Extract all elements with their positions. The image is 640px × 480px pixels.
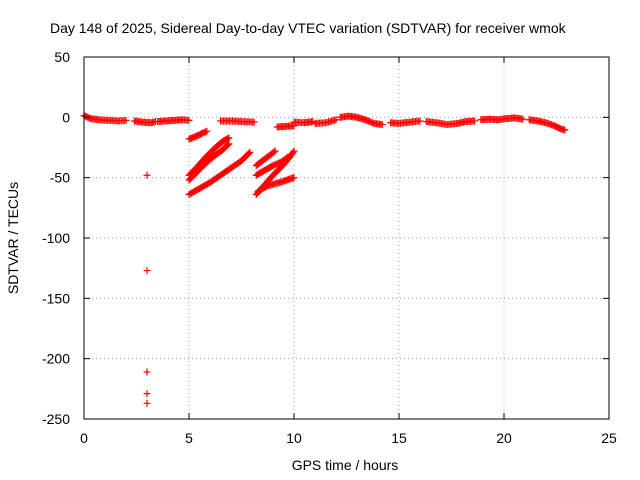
y-tick-label: 0 [62, 109, 70, 125]
depressions-point [203, 127, 211, 135]
baseline-point [416, 117, 424, 125]
baseline-point [471, 117, 479, 125]
x-tick-label: 15 [391, 430, 407, 446]
outlier-point [143, 390, 151, 398]
depressions-point [224, 141, 232, 149]
baseline-point [250, 118, 258, 126]
baseline-point [332, 116, 340, 124]
y-tick-label: -150 [42, 290, 70, 306]
data-points [80, 112, 569, 407]
depressions-point [202, 128, 210, 136]
baseline-point [122, 116, 130, 124]
x-tick-label: 5 [185, 430, 193, 446]
x-axis-label: GPS time / hours [292, 457, 399, 473]
depressions-point [246, 148, 254, 156]
x-tick-label: 0 [80, 430, 88, 446]
baseline-point [185, 116, 193, 124]
axis-ticks [83, 56, 610, 420]
depressions-point [225, 140, 233, 148]
y-tick-label: 50 [54, 49, 70, 65]
depressions-point [290, 174, 298, 182]
depressions-point [270, 148, 278, 156]
y-tick-label: -250 [42, 411, 70, 427]
depressions-point [245, 149, 253, 157]
outlier-point [143, 399, 151, 407]
depressions-point [271, 147, 279, 155]
depressions-point [224, 135, 232, 143]
outlier-point [143, 368, 151, 376]
y-tick-label: -200 [42, 351, 70, 367]
x-tick-label: 10 [286, 430, 302, 446]
chart-title: Day 148 of 2025, Sidereal Day-to-day VTE… [50, 20, 567, 36]
plot-frame [83, 56, 610, 420]
y-tick-label: -50 [50, 170, 70, 186]
y-axis-label: SDTVAR / TECUs [5, 182, 21, 294]
x-tick-label: 25 [601, 430, 617, 446]
x-tick-label: 20 [496, 430, 512, 446]
grid-lines [84, 57, 609, 419]
y-tick-labels: -250 -200 -150 -100 -50 0 50 [42, 49, 70, 427]
depressions-point [290, 147, 298, 155]
outlier-point [143, 171, 151, 179]
depressions-point [289, 148, 297, 156]
baseline-point [519, 115, 527, 123]
y-tick-label: -100 [42, 230, 70, 246]
x-tick-labels: 0 5 10 15 20 25 [80, 430, 617, 446]
baseline-point [561, 126, 569, 134]
depressions-point [225, 134, 233, 142]
outlier-point [143, 267, 151, 275]
baseline-point [378, 121, 386, 129]
